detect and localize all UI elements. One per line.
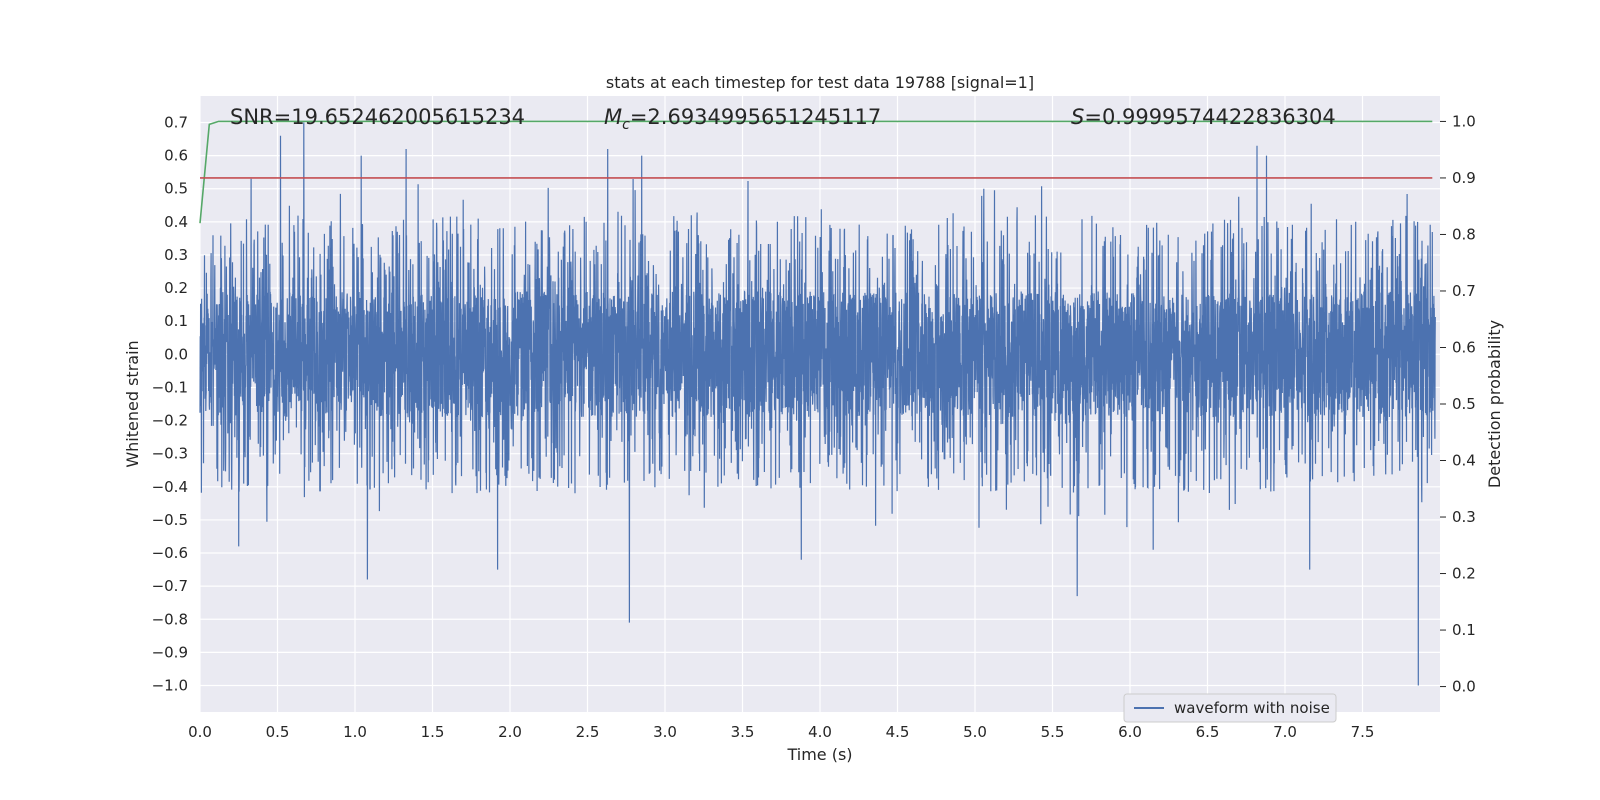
y-right-tick-label: 0.1	[1452, 621, 1476, 639]
y-left-tick-label: −0.1	[152, 378, 188, 396]
y-right-tick-label: 0.9	[1452, 169, 1476, 187]
x-tick-label: 7.5	[1351, 723, 1375, 741]
y-right-tick-label: 0.8	[1452, 225, 1476, 243]
y-left-tick-label: −0.5	[152, 511, 188, 529]
y-right-tick-label: 0.0	[1452, 678, 1476, 696]
waveform-series	[199, 122, 1436, 686]
x-axis: 0.0 0.5 1.0 1.5 2.0 2.5 3.0 3.5 4.0 4.5 5.0 5.5 6.0 6…	[188, 723, 1374, 741]
x-tick-label: 7.0	[1273, 723, 1297, 741]
y-left-tick-label: −1.0	[152, 677, 188, 695]
x-tick-label: 5.5	[1041, 723, 1065, 741]
x-tick-label: 2.5	[576, 723, 600, 741]
x-axis-label: Time (s)	[786, 745, 852, 764]
y-left-tick-label: 0.1	[164, 312, 188, 330]
y-left-tick-label: 0.3	[164, 246, 188, 264]
y-right-tick-label: 0.7	[1452, 282, 1476, 300]
legend: waveform with noise	[1123, 693, 1337, 723]
y-right-tick-label: 0.2	[1452, 565, 1476, 583]
y-left-tick-label: −0.7	[152, 577, 188, 595]
chart-title: stats at each timestep for test data 197…	[606, 73, 1034, 92]
x-tick-label: 3.5	[731, 723, 755, 741]
y-axis-left: 0.7 0.6 0.5 0.4 0.3 0.2 0.1 0.0 −0.1 −0.2 −0.3 −0.4…	[152, 113, 188, 694]
y-left-tick-label: −0.4	[152, 478, 188, 496]
y-left-tick-label: 0.4	[164, 213, 188, 231]
chirp-mass-annotation: Mc=2.6934995651245117	[604, 105, 881, 133]
legend-box	[1123, 693, 1337, 723]
x-tick-label: 4.5	[886, 723, 910, 741]
x-tick-label: 5.0	[963, 723, 987, 741]
y-left-tick-label: −0.9	[152, 643, 188, 661]
legend-label-waveform: waveform with noise	[1174, 699, 1330, 717]
x-tick-label: 6.0	[1118, 723, 1142, 741]
x-tick-label: 3.0	[653, 723, 677, 741]
y-left-tick-label: 0.7	[164, 113, 188, 131]
x-tick-label: 0.5	[266, 723, 290, 741]
y-axis-right: 1.0 0.9 0.8 0.7 0.6 0.5 0.4 0.3 0.2 0.1 0.0	[1440, 112, 1476, 696]
y-right-tick-label: 0.3	[1452, 508, 1476, 526]
probability-series	[199, 120, 1433, 224]
y-left-tick-label: −0.2	[152, 412, 188, 430]
y-left-tick-label: −0.8	[152, 610, 188, 628]
x-tick-label: 0.0	[188, 723, 212, 741]
y-left-tick-label: 0.5	[164, 180, 188, 198]
x-tick-label: 4.0	[808, 723, 832, 741]
snr-annotation: SNR=19.652462005615234	[230, 105, 525, 129]
y-right-tick-label: 0.4	[1452, 452, 1476, 470]
x-tick-label: 1.0	[343, 723, 367, 741]
y-right-tick-label: 1.0	[1452, 112, 1476, 130]
y-right-tick-label: 0.5	[1452, 395, 1476, 413]
y-axis-left-label: Whitened strain	[123, 340, 142, 467]
y-left-tick-label: −0.3	[152, 445, 188, 463]
x-tick-label: 6.5	[1196, 723, 1220, 741]
y-left-tick-label: −0.6	[152, 544, 188, 562]
score-annotation: S=0.9999574422836304	[1071, 105, 1336, 129]
y-left-tick-label: 0.0	[164, 345, 188, 363]
x-tick-label: 2.0	[498, 723, 522, 741]
x-tick-label: 1.5	[421, 723, 445, 741]
y-left-tick-label: 0.6	[164, 147, 188, 165]
detection-probability-line	[199, 120, 1433, 224]
y-axis-right-label: Detection probability	[1485, 320, 1504, 488]
y-left-tick-label: 0.2	[164, 279, 188, 297]
y-right-tick-label: 0.6	[1452, 338, 1476, 356]
waveform-line	[199, 122, 1436, 686]
